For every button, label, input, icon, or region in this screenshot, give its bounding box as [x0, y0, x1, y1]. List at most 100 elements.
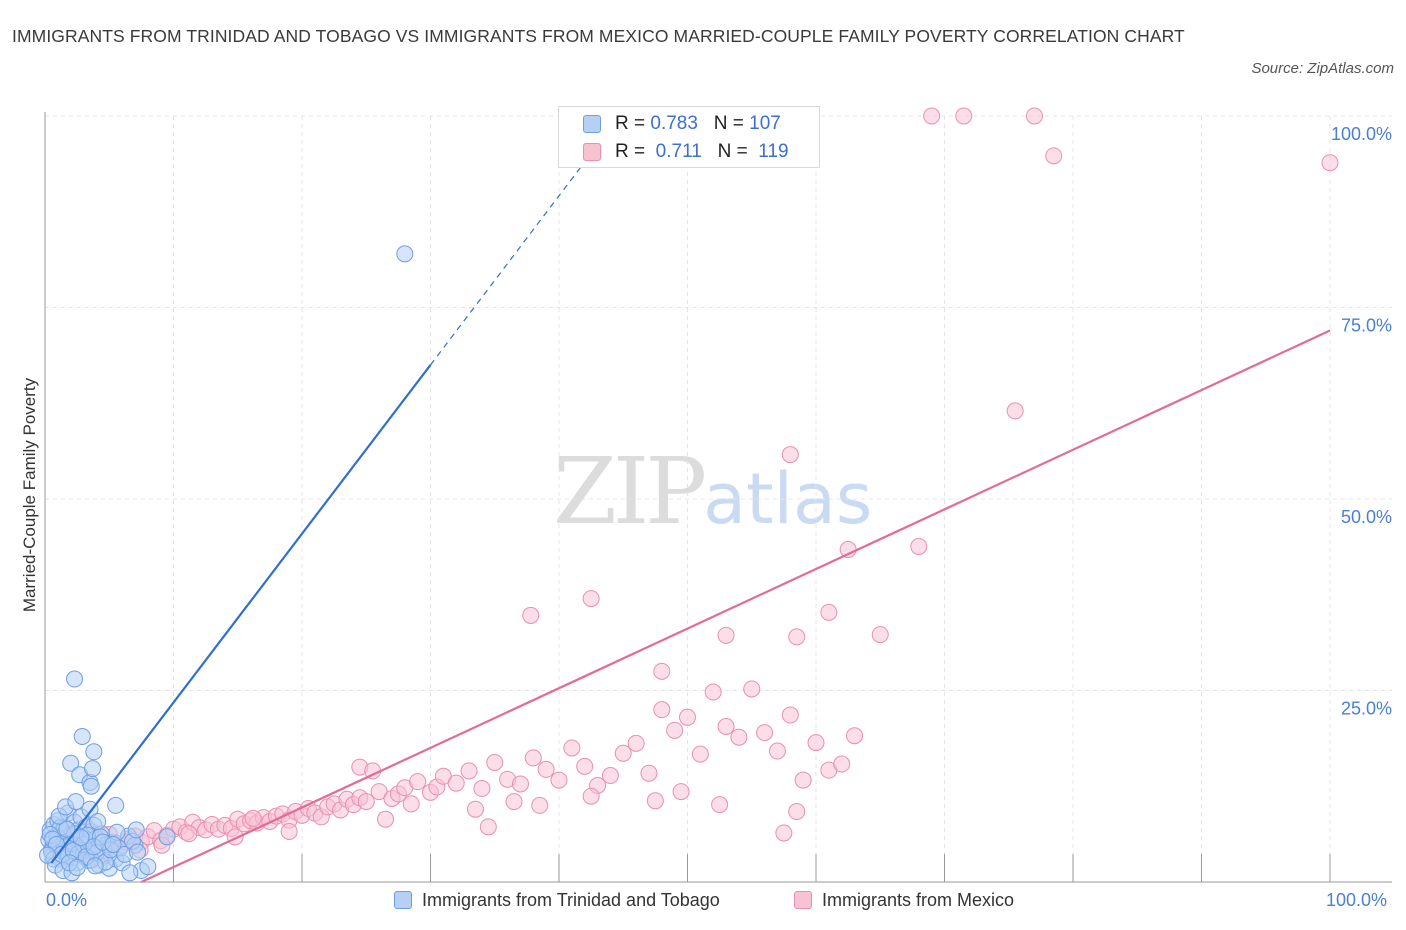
trinidad-point: [139, 858, 157, 876]
mexico-point: [244, 809, 262, 827]
mexico-point: [563, 739, 581, 757]
mexico-point: [531, 796, 549, 814]
trinidad-point: [129, 843, 147, 861]
mexico-point: [653, 662, 671, 680]
y-tick-label: 100.0%: [1331, 124, 1392, 144]
mexico-point: [466, 800, 484, 818]
mexico-point: [679, 708, 696, 726]
trinidad-point: [84, 760, 102, 778]
mexico-point: [486, 754, 504, 772]
mexico-point: [180, 825, 198, 843]
legend-swatch-mexico: [583, 143, 601, 161]
legend-r-label: R =: [615, 113, 651, 134]
mexico-point: [820, 603, 838, 621]
mexico-point: [653, 701, 671, 719]
trinidad-point: [68, 858, 86, 876]
mexico-point: [646, 792, 664, 810]
legend-n-label: N =: [717, 141, 754, 162]
mexico-point: [794, 771, 812, 789]
stats-legend: R = 0.783 N = 107 R = 0.711 N = 119: [558, 106, 820, 168]
mexico-point: [601, 767, 619, 785]
mexico-point: [717, 626, 735, 644]
trinidad-point: [66, 670, 84, 688]
mexico-point: [743, 680, 761, 698]
mexico-point: [704, 683, 722, 701]
mexico-point: [522, 606, 540, 624]
watermark: ZIPatlas: [553, 438, 872, 545]
trinidad-point: [89, 812, 107, 830]
trinidad-trend-line: [50, 364, 432, 864]
trinidad-point: [107, 796, 125, 814]
trinidad-point: [72, 829, 90, 847]
mexico-point: [788, 803, 806, 821]
trinidad-point: [62, 754, 80, 772]
legend-r-label: R =: [615, 141, 651, 162]
trinidad-point: [82, 777, 100, 795]
bottom-legend-mexico: Immigrants from Mexico: [794, 890, 1014, 911]
mexico-point: [756, 724, 774, 742]
mexico-point: [402, 795, 420, 813]
mexico-point: [511, 775, 529, 793]
trinidad-point: [85, 743, 103, 761]
mexico-point: [691, 745, 709, 763]
mexico-point: [460, 762, 478, 780]
y-tick-label: 50.0%: [1341, 507, 1392, 527]
y-tick-label: 75.0%: [1341, 316, 1392, 336]
bottom-legend-trinidad: Immigrants from Trinidad and Tobago: [394, 890, 720, 911]
mexico-point: [672, 783, 690, 801]
trinidad-point: [39, 846, 57, 864]
watermark-zip: ZIP: [553, 438, 707, 545]
mexico-point: [627, 734, 645, 752]
mexico-point: [910, 537, 928, 555]
bottom-legend-label-mexico: Immigrants from Mexico: [822, 890, 1015, 910]
mexico-point: [730, 728, 748, 746]
mexico-point: [537, 760, 555, 778]
mexico-point: [833, 755, 851, 773]
y-tick-label: 25.0%: [1341, 699, 1392, 719]
mexico-point: [871, 626, 889, 644]
mexico-point: [1006, 402, 1024, 420]
mexico-point: [640, 764, 658, 782]
mexico-point: [846, 727, 864, 745]
mexico-point: [1025, 107, 1043, 125]
mexico-point: [377, 810, 395, 828]
legend-n-value-trinidad: 107: [749, 113, 781, 134]
points-layer: [39, 107, 1339, 882]
legend-r-value-mexico: 0.711: [655, 141, 702, 162]
mexico-point: [666, 721, 684, 739]
mexico-point: [550, 771, 568, 789]
trinidad-point: [73, 727, 91, 745]
mexico-point: [788, 628, 806, 646]
watermark-atlas: atlas: [703, 458, 873, 540]
grid-layer: [45, 115, 1392, 882]
trinidad-point: [104, 835, 122, 853]
bottom-legend-label-trinidad: Immigrants from Trinidad and Tobago: [422, 890, 720, 910]
mexico-point: [1045, 147, 1063, 165]
mexico-point: [409, 773, 427, 791]
legend-r-value-trinidad: 0.783: [650, 113, 698, 134]
trinidad-point: [121, 864, 139, 882]
trinidad-point: [58, 820, 76, 838]
mexico-point: [479, 818, 497, 836]
mexico-trend-line: [140, 329, 1331, 883]
legend-n-value-mexico: 119: [758, 141, 789, 162]
mexico-point: [505, 793, 523, 811]
mexico-point: [775, 824, 793, 842]
trend-layer: [50, 161, 1331, 883]
mexico-point: [576, 757, 594, 775]
y-axis-label: Married-Couple Family Poverty: [20, 377, 39, 613]
chart-title: IMMIGRANTS FROM TRINIDAD AND TOBAGO VS I…: [12, 26, 1185, 46]
trinidad-point: [158, 828, 176, 846]
mexico-point: [614, 744, 632, 762]
mexico-point: [781, 706, 799, 724]
mexico-point: [1321, 154, 1339, 172]
mexico-point: [447, 774, 465, 792]
mexico-point: [807, 734, 825, 752]
mexico-point: [717, 718, 735, 736]
axis-layer: 25.0% 50.0% 75.0% 100.0%: [44, 112, 1392, 883]
legend-n-label: N =: [713, 113, 750, 134]
x-tick-label-min: 0.0%: [46, 890, 88, 910]
mexico-point: [768, 742, 786, 760]
mexico-point: [582, 787, 600, 805]
